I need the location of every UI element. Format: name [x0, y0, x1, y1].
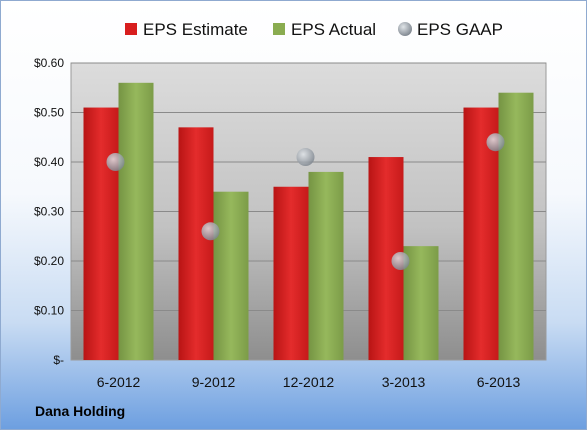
- eps-gaap-marker: [391, 252, 410, 270]
- y-axis-ticks: $- $0.10 $0.20 $0.30 $0.40 $0.50 $0.60: [34, 56, 64, 367]
- y-tick-label: $0.10: [34, 304, 64, 318]
- eps-actual-bar: [498, 92, 534, 360]
- legend-label: EPS Estimate: [143, 20, 248, 39]
- y-tick-label: $0.30: [34, 205, 64, 219]
- eps-actual-bar: [118, 82, 154, 361]
- x-tick-label: 6-2013: [477, 374, 521, 390]
- y-tick-label: $0.60: [34, 56, 64, 70]
- eps-actual-bar: [213, 191, 249, 360]
- y-tick-label: $0.40: [34, 155, 64, 169]
- eps-gaap-marker: [201, 222, 220, 241]
- y-tick-label: $0.50: [34, 106, 64, 120]
- x-tick-label: 9-2012: [192, 374, 236, 390]
- x-tick-label: 6-2012: [97, 374, 141, 390]
- x-axis-ticks: 6-2012 9-2012 12-2012 3-2013 6-2013: [97, 374, 521, 390]
- legend-label: EPS Actual: [291, 20, 376, 39]
- bars: [83, 82, 534, 361]
- company-name: Dana Holding: [35, 403, 126, 419]
- eps-gaap-marker: [296, 148, 315, 167]
- eps-gaap-marker: [486, 133, 505, 152]
- x-tick-label: 3-2013: [382, 374, 426, 390]
- gaap-markers: [106, 133, 505, 270]
- y-tick-label: $-: [53, 353, 64, 367]
- eps-actual-bar: [403, 246, 439, 360]
- eps-gaap-marker: [106, 153, 125, 171]
- x-tick-label: 12-2012: [283, 374, 335, 390]
- legend-label: EPS GAAP: [417, 20, 503, 39]
- legend: EPS Estimate EPS Actual EPS GAAP: [125, 20, 503, 39]
- eps-estimate-bar: [178, 127, 214, 360]
- y-tick-label: $0.20: [34, 254, 64, 268]
- eps-estimate-bar: [83, 107, 119, 360]
- legend-estimate-swatch: [125, 23, 137, 35]
- eps-estimate-bar: [273, 186, 309, 360]
- legend-actual-swatch: [273, 23, 285, 35]
- eps-actual-bar: [308, 171, 344, 360]
- legend-gaap-marker-icon: [398, 22, 412, 36]
